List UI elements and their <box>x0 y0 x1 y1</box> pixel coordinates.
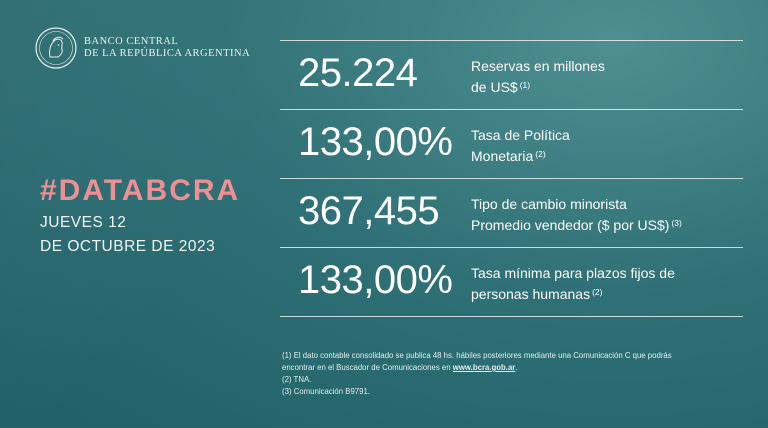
indicator-label-line-2: Promedio vendedor ($ por US$) <box>471 217 670 233</box>
indicator-exchange-rate: 367,455 Tipo de cambio minorista Promedi… <box>280 178 743 247</box>
date-weekday: JUEVES 12 <box>40 214 127 231</box>
indicator-note: (1) <box>519 80 531 90</box>
indicators-list: 25.224 Reservas en millones de US$ (1) 13… <box>280 40 743 317</box>
indicator-label-line-2: personas humanas <box>471 286 591 302</box>
indicator-label-line-1: Tasa mínima para plazos fijos de <box>471 265 675 281</box>
footnotes: (1) El dato contable consolidado se publ… <box>282 350 672 398</box>
indicator-note: (2) <box>592 287 603 297</box>
hashtag-title: #DATABCRA <box>40 174 241 207</box>
footnote-1-text: encontrar en el Buscador de Comunicacion… <box>282 363 451 372</box>
indicator-value: 25.224 <box>298 51 418 95</box>
footnote-1-line-1: (1) El dato contable consolidado se publ… <box>282 351 672 360</box>
indicator-label-line-1: Tipo de cambio minorista <box>471 196 627 212</box>
indicator-label-line-1: Tasa de Política <box>471 127 570 143</box>
indicator-label-line-2: Monetaria <box>471 148 534 164</box>
footnote-1-end: . <box>515 363 518 372</box>
indicator-policy-rate: 133,00% Tasa de Política Monetaria (2) <box>280 109 743 178</box>
footnote-2: (2) TNA. <box>282 375 312 384</box>
date-full: DE OCTUBRE DE 2023 <box>40 238 216 255</box>
indicator-label-line-1: Reservas en millones <box>471 58 605 74</box>
logo-line-2: DE LA REPÚBLICA ARGENTINA <box>84 48 251 59</box>
indicator-label: Tipo de cambio minorista Promedio vended… <box>471 195 682 235</box>
indicator-label-line-2: de US$ <box>471 79 518 95</box>
indicator-note: (3) <box>671 218 682 228</box>
bcra-website-link[interactable]: www.bcra.gob.ar <box>452 363 516 372</box>
bcra-seal-icon <box>35 27 77 69</box>
footnote-3: (3) Comunicación B9791. <box>282 387 370 396</box>
indicator-label: Tasa mínima para plazos fijos de persona… <box>471 264 675 304</box>
indicator-fixed-term-rate: 133,00% Tasa mínima para plazos fijos de… <box>280 247 743 317</box>
indicator-label: Reservas en millones de US$ (1) <box>471 57 605 97</box>
bcra-logo: BANCO CENTRAL DE LA REPÚBLICA ARGENTINA <box>34 26 250 70</box>
indicator-value: 367,455 <box>298 189 440 233</box>
indicator-note: (2) <box>535 149 546 159</box>
indicator-value: 133,00% <box>298 120 453 164</box>
indicator-reserves: 25.224 Reservas en millones de US$ (1) <box>280 40 743 109</box>
logo-line-1: BANCO CENTRAL <box>84 36 179 47</box>
indicator-label: Tasa de Política Monetaria (2) <box>471 126 570 166</box>
footnote-1-line-2: encontrar en el Buscador de Comunicacion… <box>282 362 672 374</box>
indicator-value: 133,00% <box>298 258 453 302</box>
